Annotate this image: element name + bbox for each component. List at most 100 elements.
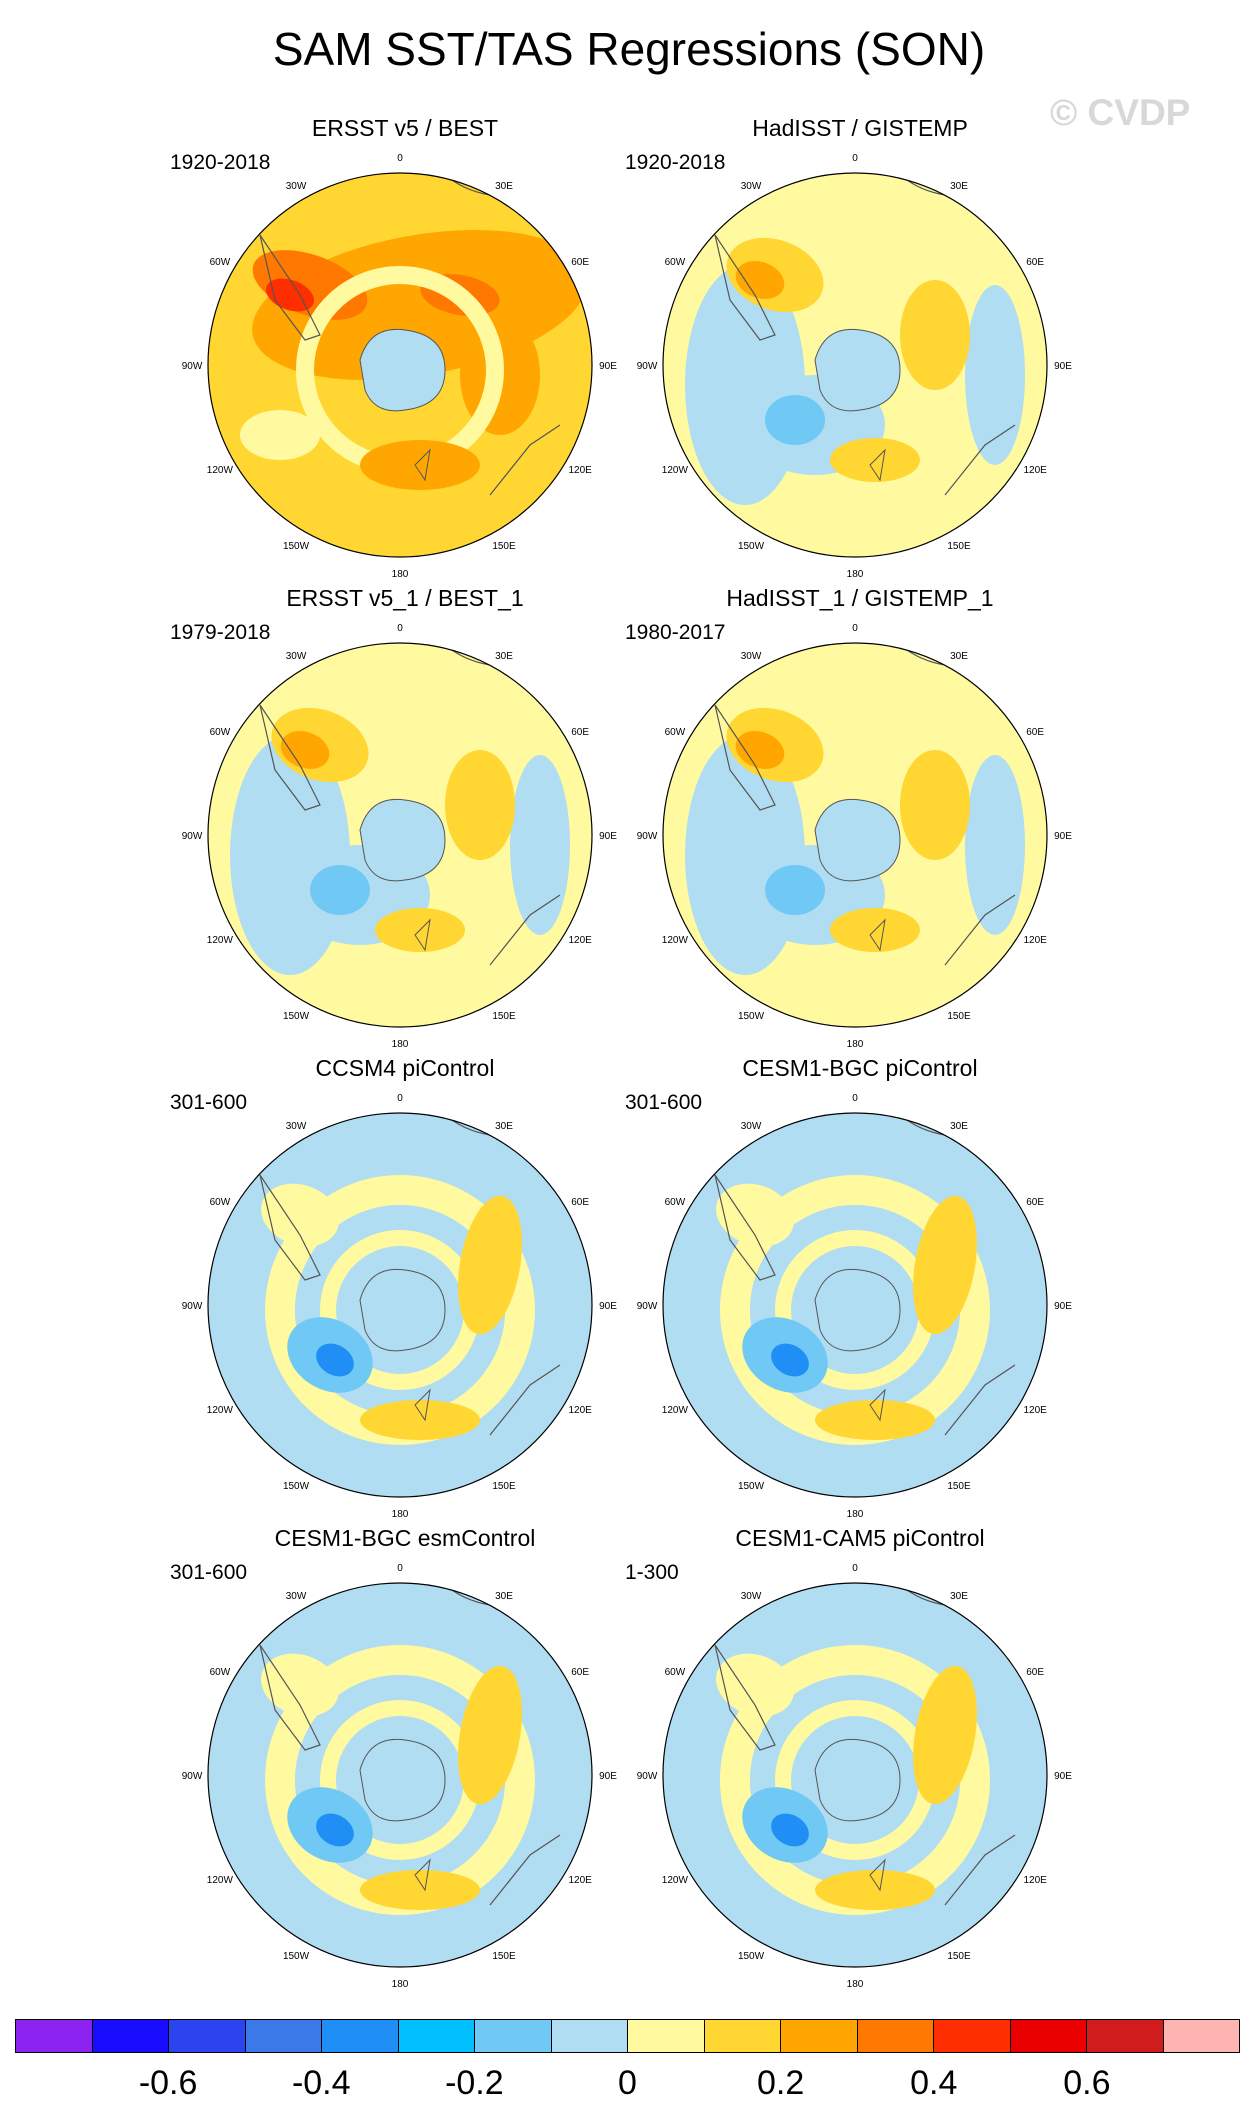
antarctica-landmass: [814, 1738, 901, 1822]
longitude-label: 60E: [1026, 1197, 1044, 1208]
colorbar-box: [245, 2020, 322, 2052]
colorbar-box: [628, 2020, 705, 2052]
cool-anomaly: [510, 755, 570, 935]
longitude-label: 150W: [738, 541, 765, 552]
map-border: [207, 642, 593, 1028]
colorbar-label: -0.6: [138, 2064, 198, 2102]
longitude-label: 60E: [571, 727, 589, 738]
polar-map: 0 30E 60E 90E 120E 150E 180 150W 120W 90W 60W 30W: [182, 153, 618, 580]
longitude-label: 30W: [741, 1591, 762, 1602]
longitude-label: 0: [397, 153, 403, 164]
warm-anomaly: [815, 1870, 935, 1910]
longitude-label: 120E: [1023, 1875, 1047, 1886]
longitude-label: 0: [852, 153, 858, 164]
longitude-label: 150W: [738, 1481, 765, 1492]
cool-anomaly: [965, 755, 1025, 935]
longitude-label: 0: [397, 1563, 403, 1574]
south-america-coast: [714, 704, 776, 811]
longitude-label: 0: [852, 623, 858, 634]
colorbar-box: [934, 2020, 1011, 2052]
colorbar-label: 0.6: [1063, 2064, 1111, 2102]
south-america-coast: [714, 234, 776, 341]
warm-anomaly: [458, 1195, 522, 1335]
longitude-label: 90W: [637, 831, 658, 842]
longitude-label: 0: [397, 1093, 403, 1104]
panel-title: CESM1-CAM5 piControl: [735, 1525, 985, 1551]
longitude-label: 90E: [599, 361, 617, 372]
map-border: [662, 642, 1048, 1028]
antarctica-landmass: [359, 798, 446, 882]
cool-anomaly: [316, 1343, 354, 1377]
longitude-label: 60E: [571, 257, 589, 268]
longitude-label: 60E: [571, 1667, 589, 1678]
longitude-label: 90W: [182, 361, 203, 372]
longitude-label: 120E: [568, 935, 592, 946]
longitude-label: 30E: [950, 1591, 968, 1602]
new-zealand-coast: [869, 918, 886, 952]
longitude-label: 150W: [283, 1481, 310, 1492]
longitude-label: 60W: [665, 727, 686, 738]
longitude-label: 120E: [1023, 1405, 1047, 1416]
polar-map: 0 30E 60E 90E 120E 150E 180 150W 120W 90W 60W 30W: [637, 1093, 1073, 1520]
map-border: [207, 172, 593, 558]
longitude-label: 60E: [1026, 727, 1044, 738]
new-zealand-coast: [414, 1858, 431, 1892]
warm-anomaly: [458, 1665, 522, 1805]
south-america-coast: [714, 1174, 776, 1281]
colorbar-box: [551, 2020, 628, 2052]
watermark: © CVDP: [1050, 92, 1191, 133]
longitude-label: 60W: [210, 727, 231, 738]
cool-anomaly: [771, 1813, 809, 1847]
longitude-label: 180: [392, 1979, 409, 1990]
panel-years: 1920-2018: [625, 151, 726, 174]
longitude-label: 120E: [1023, 465, 1047, 476]
cool-anomaly: [765, 865, 825, 915]
new-zealand-coast: [414, 1388, 431, 1422]
colorbar-box: [475, 2020, 552, 2052]
longitude-label: 60E: [1026, 1667, 1044, 1678]
panel-title: HadISST_1 / GISTEMP_1: [726, 585, 994, 611]
longitude-label: 120W: [662, 465, 689, 476]
colorbar-box: [169, 2020, 246, 2052]
polar-map: 0 30E 60E 90E 120E 150E 180 150W 120W 90W 60W 30W: [182, 1563, 618, 1990]
longitude-label: 180: [847, 1509, 864, 1520]
longitude-label: 90E: [1054, 831, 1072, 842]
longitude-label: 60W: [210, 1197, 231, 1208]
longitude-label: 150W: [738, 1011, 765, 1022]
map-panel: CCSM4 piControl 0 30E 60E 90E 120E 150E 180 150W…: [170, 1055, 640, 1525]
longitude-label: 120E: [568, 1405, 592, 1416]
longitude-label: 30W: [286, 1121, 307, 1132]
panel-years: 1980-2017: [625, 621, 726, 644]
longitude-label: 90W: [637, 1771, 658, 1782]
warm-anomaly: [360, 1870, 480, 1910]
australia-coast: [489, 894, 561, 966]
longitude-label: 180: [847, 569, 864, 580]
longitude-label: 150E: [947, 1481, 971, 1492]
colorbar-box: [322, 2020, 399, 2052]
warm-anomaly: [360, 440, 480, 490]
cool-anomaly: [765, 395, 825, 445]
longitude-label: 120E: [1023, 935, 1047, 946]
longitude-label: 180: [847, 1039, 864, 1050]
warm-anomaly: [735, 261, 785, 299]
map-border: [662, 1582, 1048, 1968]
longitude-label: 90W: [637, 1301, 658, 1312]
australia-coast: [944, 1834, 1016, 1906]
polar-map: 0 30E 60E 90E 120E 150E 180 150W 120W 90W 60W 30W: [637, 153, 1073, 580]
panel-years: 1-300: [625, 1561, 679, 1584]
longitude-label: 30E: [495, 181, 513, 192]
map-panel: HadISST_1 / GISTEMP_1 0 30E 60E 90E 120E 150E 1…: [625, 585, 1095, 1055]
antarctica-landmass: [814, 328, 901, 412]
panel-title: CESM1-BGC esmControl: [274, 1525, 536, 1551]
australia-coast: [489, 1834, 561, 1906]
longitude-label: 150E: [947, 541, 971, 552]
longitude-label: 0: [852, 1093, 858, 1104]
warm-anomaly: [280, 731, 330, 769]
longitude-label: 60W: [210, 257, 231, 268]
warm-anomaly: [913, 1195, 977, 1335]
australia-coast: [489, 424, 561, 496]
longitude-label: 180: [392, 1039, 409, 1050]
panel-years: 1979-2018: [170, 621, 271, 644]
longitude-label: 120W: [662, 1405, 689, 1416]
longitude-label: 90E: [1054, 1771, 1072, 1782]
